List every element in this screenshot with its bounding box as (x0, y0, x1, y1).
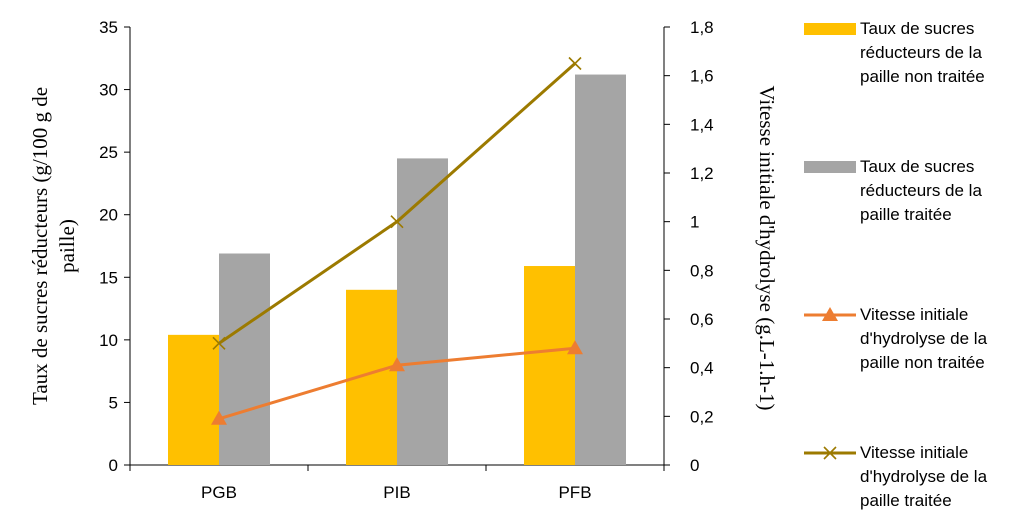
triangle-marker (389, 357, 405, 372)
legend-label-untreated-rate: d'hydrolyse de la (860, 329, 988, 348)
bar-treated (219, 253, 270, 465)
legend-swatch-treated-sugars (804, 161, 856, 173)
x-marker (568, 56, 582, 71)
right-tick-label: 0 (690, 456, 699, 475)
right-tick-label: 1,8 (690, 18, 714, 37)
right-tick-label: 0,2 (690, 407, 714, 426)
legend-label-untreated-sugars: paille non traitée (860, 67, 985, 86)
legend-swatch-untreated-sugars (804, 23, 856, 35)
right-tick-label: 0,6 (690, 310, 714, 329)
left-tick-label: 35 (99, 18, 118, 37)
category-label: PIB (383, 483, 410, 502)
right-tick-label: 1 (690, 213, 699, 232)
bar-treated (575, 74, 626, 465)
legend-label-treated-rate: paille traitée (860, 491, 952, 510)
left-tick-label: 10 (99, 331, 118, 350)
legend-label-treated-rate: d'hydrolyse de la (860, 467, 988, 486)
x-marker (212, 336, 226, 350)
legend-label-treated-sugars: réducteurs de la (860, 181, 982, 200)
legend-label-treated-sugars: Taux de sucres (860, 157, 974, 176)
category-label: PGB (201, 483, 237, 502)
triangle-marker (567, 340, 583, 355)
legend-x-marker (823, 446, 837, 460)
bar-treated (397, 158, 448, 465)
left-tick-label: 30 (99, 81, 118, 100)
triangle-marker (211, 410, 227, 425)
left-tick-label: 0 (109, 456, 118, 475)
right-tick-label: 0,8 (690, 261, 714, 280)
left-tick-label: 25 (99, 143, 118, 162)
bar-untreated (168, 334, 219, 465)
right-tick-label: 1,6 (690, 67, 714, 86)
left-tick-label: 20 (99, 206, 118, 225)
right-tick-label: 0,4 (690, 359, 714, 378)
left-tick-label: 15 (99, 268, 118, 287)
x-marker (390, 215, 404, 229)
right-tick-label: 1,4 (690, 115, 714, 134)
legend-label-untreated-sugars: réducteurs de la (860, 43, 982, 62)
category-label: PFB (558, 483, 591, 502)
right-tick-label: 1,2 (690, 164, 714, 183)
legend-label-untreated-sugars: Taux de sucres (860, 19, 974, 38)
legend-label-treated-sugars: paille traitée (860, 205, 952, 224)
right-axis-title: Vitesse initiale d'hydrolyse (g.L-1.h-1) (755, 85, 779, 410)
legend-label-treated-rate: Vitesse initiale (860, 443, 968, 462)
legend-label-untreated-rate: Vitesse initiale (860, 305, 968, 324)
left-axis-title: Taux de sucres réducteurs (g/100 g de pai… (28, 87, 79, 405)
legend-triangle-marker (822, 307, 838, 321)
legend-label-untreated-rate: paille non traitée (860, 353, 985, 372)
bar-untreated (524, 266, 575, 465)
left-tick-label: 5 (109, 393, 118, 412)
